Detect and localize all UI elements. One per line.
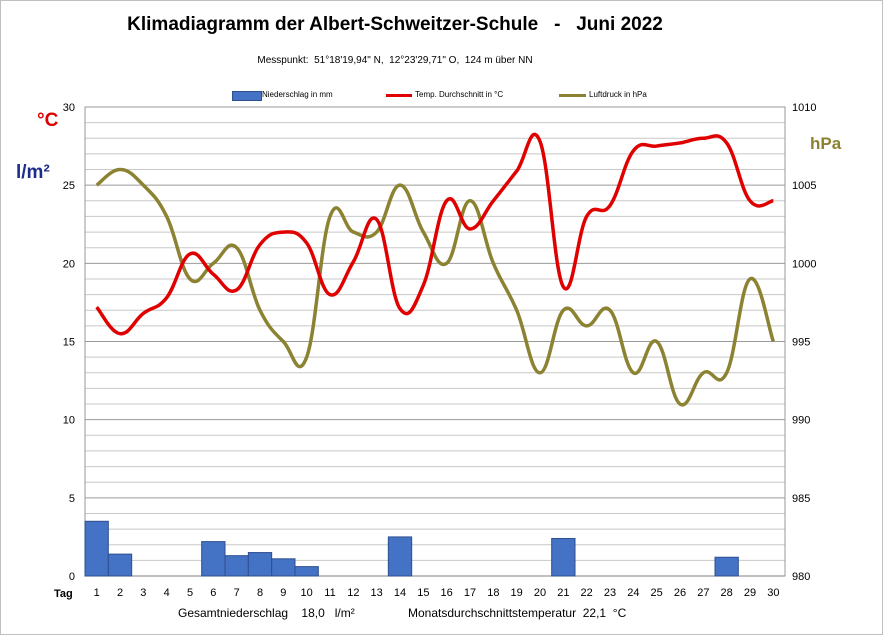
left-tick-label: 15: [63, 337, 75, 349]
legend-label-temp: Temp. Durchschnitt in °C: [415, 90, 504, 99]
x-tick-label: 21: [557, 587, 569, 599]
precip-bar: [201, 541, 226, 577]
x-tick-label: 10: [301, 587, 313, 599]
x-tick-label: 16: [441, 587, 453, 599]
x-tick-label: 29: [744, 587, 756, 599]
x-tick-label: 6: [210, 587, 216, 599]
chart-subtitle: Messpunkt: 51°18'19,94" N, 12°23'29,71" …: [257, 55, 533, 66]
x-tick-label: 19: [511, 587, 523, 599]
x-tick-label: 18: [487, 587, 499, 599]
precip-bar: [224, 555, 249, 577]
unit-label-hpa: hPa: [810, 134, 842, 153]
x-tick-label: 14: [394, 587, 406, 599]
precip-bar: [247, 552, 273, 577]
x-axis-label: Tag: [54, 588, 73, 600]
x-tick-label: 12: [347, 587, 359, 599]
right-tick-label: 990: [792, 415, 810, 427]
x-tick-label: 17: [464, 587, 476, 599]
legend-label-precip: Niederschlag in mm: [262, 90, 333, 99]
x-tick-label: 8: [257, 587, 263, 599]
x-tick-label: 4: [164, 587, 170, 599]
precip-bar: [714, 556, 739, 577]
x-tick-label: 28: [721, 587, 733, 599]
x-tick-label: 5: [187, 587, 193, 599]
legend-label-pressure: Luftdruck in hPa: [589, 90, 647, 99]
left-tick-label: 25: [63, 180, 75, 192]
temperature-line: [95, 132, 774, 336]
x-tick-label: 23: [604, 587, 616, 599]
x-tick-label: 3: [140, 587, 146, 599]
x-tick-label: 2: [117, 587, 123, 599]
precip-bar: [84, 520, 109, 577]
precip-bar: [387, 536, 413, 577]
legend-swatch-precip: [232, 91, 262, 101]
left-tick-label: 10: [63, 415, 75, 427]
chart-title: Klimadiagramm der Albert-Schweitzer-Schu…: [127, 14, 663, 35]
right-tick-label: 995: [792, 337, 810, 349]
precip-bar: [271, 558, 296, 577]
total-precip-summary: Gesamtniederschlag 18,0 l/m²: [178, 606, 355, 620]
x-tick-label: 22: [581, 587, 593, 599]
right-tick-label: 985: [792, 493, 810, 505]
right-tick-label: 1010: [792, 102, 816, 114]
x-tick-label: 25: [651, 587, 663, 599]
right-tick-label: 980: [792, 571, 810, 583]
left-tick-label: 30: [63, 102, 75, 114]
x-tick-label: 13: [371, 587, 383, 599]
left-tick-label: 0: [69, 571, 75, 583]
precip-bar: [294, 566, 319, 577]
x-tick-label: 1: [94, 587, 100, 599]
unit-label-celsius: °C: [37, 110, 59, 131]
left-tick-label: 20: [63, 258, 75, 270]
unit-label-precip: l/m²: [16, 162, 50, 183]
mean-temp-summary: Monatsdurchschnittstemperatur 22,1 °C: [408, 606, 627, 620]
left-tick-label: 5: [69, 493, 75, 505]
right-tick-label: 1005: [792, 180, 816, 192]
x-tick-label: 11: [324, 587, 335, 599]
pressure-line: [95, 167, 775, 407]
precip-bar: [107, 553, 133, 577]
x-tick-label: 24: [627, 587, 639, 599]
x-tick-label: 26: [674, 587, 686, 599]
x-tick-label: 7: [234, 587, 240, 599]
x-tick-label: 20: [534, 587, 546, 599]
legend-swatch-temp: [386, 94, 412, 97]
precip-bar: [551, 537, 576, 577]
legend-swatch-pressure: [559, 94, 586, 97]
x-tick-label: 9: [280, 587, 286, 599]
x-tick-label: 27: [697, 587, 709, 599]
x-tick-label: 30: [767, 587, 779, 599]
x-tick-label: 15: [417, 587, 429, 599]
right-tick-label: 1000: [792, 258, 816, 270]
